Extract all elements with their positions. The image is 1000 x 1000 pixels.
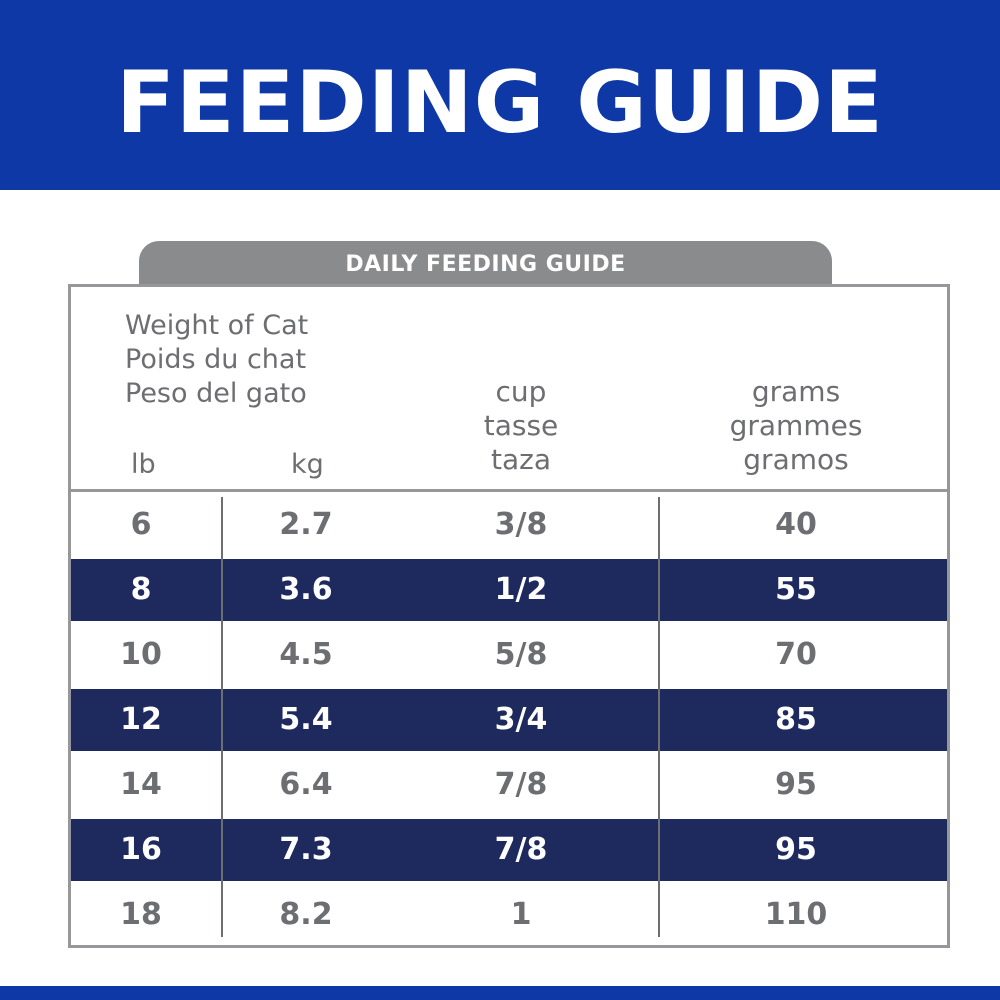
table-tab: DAILY FEEDING GUIDE	[139, 241, 832, 288]
grams-cell: 55	[775, 572, 817, 607]
table-tab-label: DAILY FEEDING GUIDE	[345, 252, 626, 277]
header-divider	[71, 489, 947, 492]
grams-cell: 70	[775, 637, 817, 672]
kg-cell: 4.5	[279, 637, 333, 672]
grams-cell: 40	[775, 507, 817, 542]
page-title: FEEDING GUIDE	[116, 53, 884, 153]
weight-header: Weight of Cat Poids du chat Peso del gat…	[125, 309, 308, 411]
lb-cell: 6	[130, 507, 152, 542]
kg-cell: 8.2	[279, 897, 333, 932]
cup-header: cup tasse taza	[441, 375, 601, 477]
lb-header: lb	[131, 449, 156, 480]
grams-cell: 95	[775, 767, 817, 802]
grams-cell: 85	[775, 702, 817, 737]
header-banner: FEEDING GUIDE	[0, 0, 1000, 190]
grams-cell: 95	[775, 832, 817, 867]
grams-header-en: grams	[751, 375, 841, 408]
cup-cell: 3/4	[494, 702, 548, 737]
cup-cell: 3/8	[494, 507, 548, 542]
footer-bar	[0, 986, 1000, 1000]
table-row: 18 8.2 1 110	[71, 884, 947, 946]
lb-cell: 14	[120, 767, 162, 802]
cup-header-fr: tasse	[483, 409, 559, 442]
cup-header-es: taza	[491, 443, 551, 476]
grams-header-fr: grammes	[729, 409, 863, 442]
kg-cell: 7.3	[279, 832, 333, 867]
lb-cell: 18	[120, 897, 162, 932]
table-row: 14 6.4 7/8 95	[71, 754, 947, 816]
weight-header-fr: Poids du chat	[125, 344, 307, 375]
cup-cell: 1	[510, 897, 532, 932]
table-row: 12 5.4 3/4 85	[71, 689, 947, 751]
cup-header-en: cup	[495, 375, 547, 408]
grams-header-es: gramos	[743, 443, 849, 476]
kg-cell: 2.7	[279, 507, 333, 542]
kg-header: kg	[291, 449, 324, 480]
cup-cell: 5/8	[494, 637, 548, 672]
cup-cell: 7/8	[494, 767, 548, 802]
grams-cell: 110	[764, 897, 828, 932]
weight-header-es: Peso del gato	[125, 378, 307, 409]
kg-cell: 3.6	[279, 572, 333, 607]
kg-cell: 6.4	[279, 767, 333, 802]
table-row: 8 3.6 1/2 55	[71, 559, 947, 621]
lb-cell: 10	[120, 637, 162, 672]
table-row: 10 4.5 5/8 70	[71, 624, 947, 686]
column-divider-lb-kg	[221, 497, 223, 937]
feeding-table: Weight of Cat Poids du chat Peso del gat…	[68, 284, 950, 948]
column-divider-cup-grams	[658, 497, 660, 937]
table-row: 16 7.3 7/8 95	[71, 819, 947, 881]
lb-cell: 12	[120, 702, 162, 737]
table-row: 6 2.7 3/8 40	[71, 494, 947, 556]
lb-cell: 16	[120, 832, 162, 867]
weight-header-en: Weight of Cat	[125, 310, 309, 341]
cup-cell: 1/2	[494, 572, 548, 607]
kg-cell: 5.4	[279, 702, 333, 737]
grams-header: grams grammes gramos	[691, 375, 901, 477]
lb-cell: 8	[130, 572, 152, 607]
cup-cell: 7/8	[494, 832, 548, 867]
